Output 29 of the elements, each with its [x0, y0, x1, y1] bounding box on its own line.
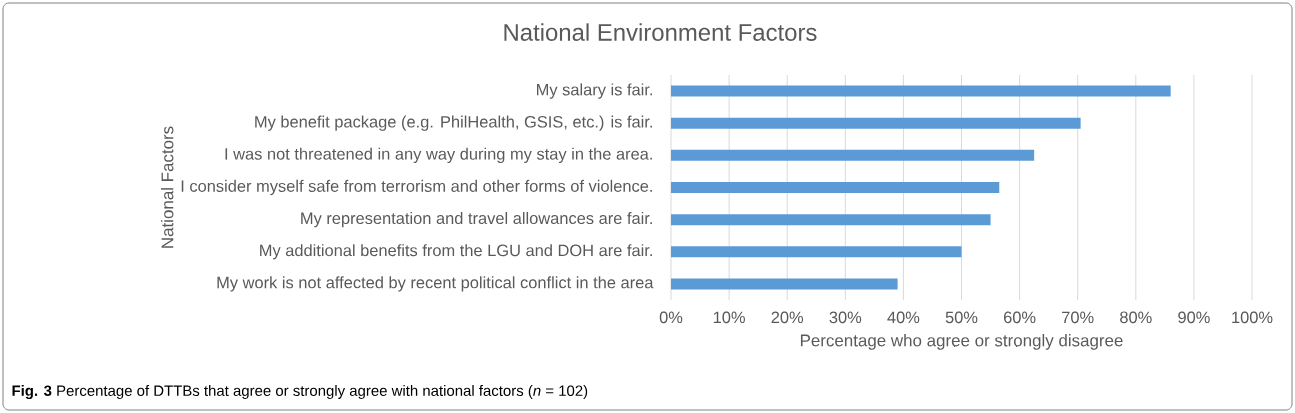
bar	[671, 246, 962, 258]
x-tick-label: 30%	[829, 311, 862, 324]
x-tick-label: 100%	[1232, 311, 1273, 324]
y-tick-label: I consider myself safe from terrorism and other forms of violence.	[181, 179, 652, 196]
bar	[671, 149, 1035, 161]
y-tick-label: My salary is fair.	[537, 83, 652, 99]
bar	[671, 182, 1000, 193]
x-tick-label: 40%	[887, 311, 920, 324]
bar	[671, 278, 898, 290]
x-tick-label: 60%	[1003, 311, 1036, 324]
y-tick-label: My work is not affected by recent political conflict in the area	[217, 276, 654, 292]
y-tick-label: My benefit package (e.g. PhilHealth, GSIS, etc.) is fair.	[255, 115, 652, 131]
x-tick-label: 10%	[713, 311, 745, 324]
bar	[671, 85, 1171, 97]
y-tick-label: My representation and travel allowances are fair.	[301, 211, 652, 228]
y-tick-label: I was not threatened in any way during my stay in the area.	[225, 147, 652, 164]
x-tick-label: 90%	[1178, 311, 1210, 324]
y-axis-title: National Factors	[160, 126, 174, 248]
x-tick-label: 70%	[1062, 311, 1094, 324]
x-axis-title: Percentage who agree or strongly disagree	[800, 334, 1123, 350]
text: Fig. 3 Percentage of DTTBs that agree or strongly agree with national factors (n = 102)	[12, 385, 588, 399]
chart-title: National Environment Factors	[504, 23, 817, 41]
x-tick-label: 0%	[659, 311, 683, 324]
bar	[671, 214, 991, 226]
x-tick-label: 80%	[1120, 311, 1152, 324]
y-tick-label: My additional benefits from the LGU and DOH are fair.	[260, 244, 652, 260]
x-tick-label: 20%	[771, 311, 804, 324]
x-tick-label: 50%	[945, 311, 978, 324]
bar	[671, 117, 1081, 129]
